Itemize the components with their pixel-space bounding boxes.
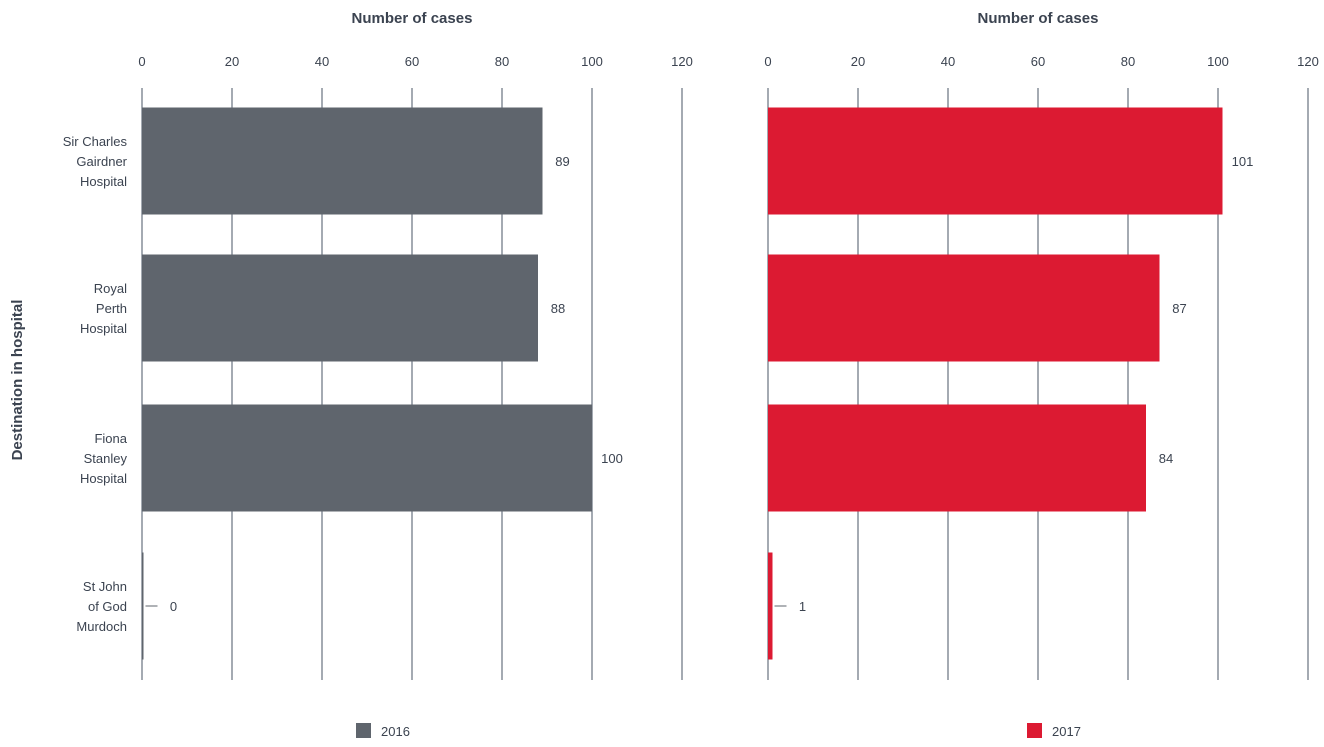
category-label-line: of God [88, 599, 127, 614]
category-label-line: Hospital [80, 174, 127, 189]
data-label-2016-2: 88 [551, 301, 565, 316]
legend-swatch-2016 [356, 723, 371, 738]
x-tick-label-1-40: 40 [315, 54, 329, 69]
x-tick-label-1-20: 20 [225, 54, 239, 69]
legend-label-2017: 2017 [1052, 724, 1081, 739]
x-axis-title-1: Number of cases [352, 10, 473, 27]
y-axis-title: Destination in hospital [9, 300, 26, 461]
data-label-2016-3: 100 [601, 451, 623, 466]
x-axis-title-2: Number of cases [978, 10, 1099, 27]
data-label-2017-4: 1 [799, 599, 806, 614]
category-label-line: Hospital [80, 471, 127, 486]
bar-2016-2 [142, 254, 538, 362]
x-tick-label-1-100: 100 [581, 54, 603, 69]
x-tick-label-1-80: 80 [495, 54, 509, 69]
category-label-line: Stanley [84, 451, 128, 466]
data-label-2017-2: 87 [1172, 301, 1186, 316]
bar-2017-3 [768, 404, 1146, 512]
x-tick-label-2-80: 80 [1121, 54, 1135, 69]
category-label-line: St John [83, 579, 127, 594]
x-tick-label-2-100: 100 [1207, 54, 1229, 69]
bar-2016-3 [142, 404, 592, 512]
legend-swatch-2017 [1027, 723, 1042, 738]
x-tick-label-2-120: 120 [1297, 54, 1319, 69]
bar-2017-1 [768, 107, 1223, 215]
category-label-line: Hospital [80, 321, 127, 336]
x-tick-label-2-60: 60 [1031, 54, 1045, 69]
category-label-2: Royal Perth Hospital [80, 281, 127, 336]
category-label-3: Fiona Stanley Hospital [80, 431, 128, 486]
category-label-line: Fiona [94, 431, 127, 446]
data-label-2016-1: 89 [555, 154, 569, 169]
data-label-2016-4: 0 [170, 599, 177, 614]
bar-2016-1 [142, 107, 543, 215]
category-label-line: Gairdner [76, 154, 127, 169]
category-label-line: Murdoch [76, 619, 127, 634]
x-tick-label-1-60: 60 [405, 54, 419, 69]
bar-2016-4 [142, 552, 144, 660]
x-tick-label-1-0: 0 [138, 54, 145, 69]
category-label-line: Royal [94, 281, 127, 296]
legend-label-2016: 2016 [381, 724, 410, 739]
x-tick-label-2-40: 40 [941, 54, 955, 69]
bar-2017-2 [768, 254, 1160, 362]
data-label-2017-3: 84 [1159, 451, 1173, 466]
category-label-4: St John of God Murdoch [76, 579, 127, 634]
category-label-line: Perth [96, 301, 127, 316]
data-label-2017-1: 101 [1232, 154, 1254, 169]
x-tick-label-1-120: 120 [671, 54, 693, 69]
x-tick-label-2-20: 20 [851, 54, 865, 69]
category-label-line: Sir Charles [63, 134, 128, 149]
x-tick-label-2-0: 0 [764, 54, 771, 69]
bar-2017-4 [768, 552, 773, 660]
category-label-1: Sir Charles Gairdner Hospital [63, 134, 128, 189]
